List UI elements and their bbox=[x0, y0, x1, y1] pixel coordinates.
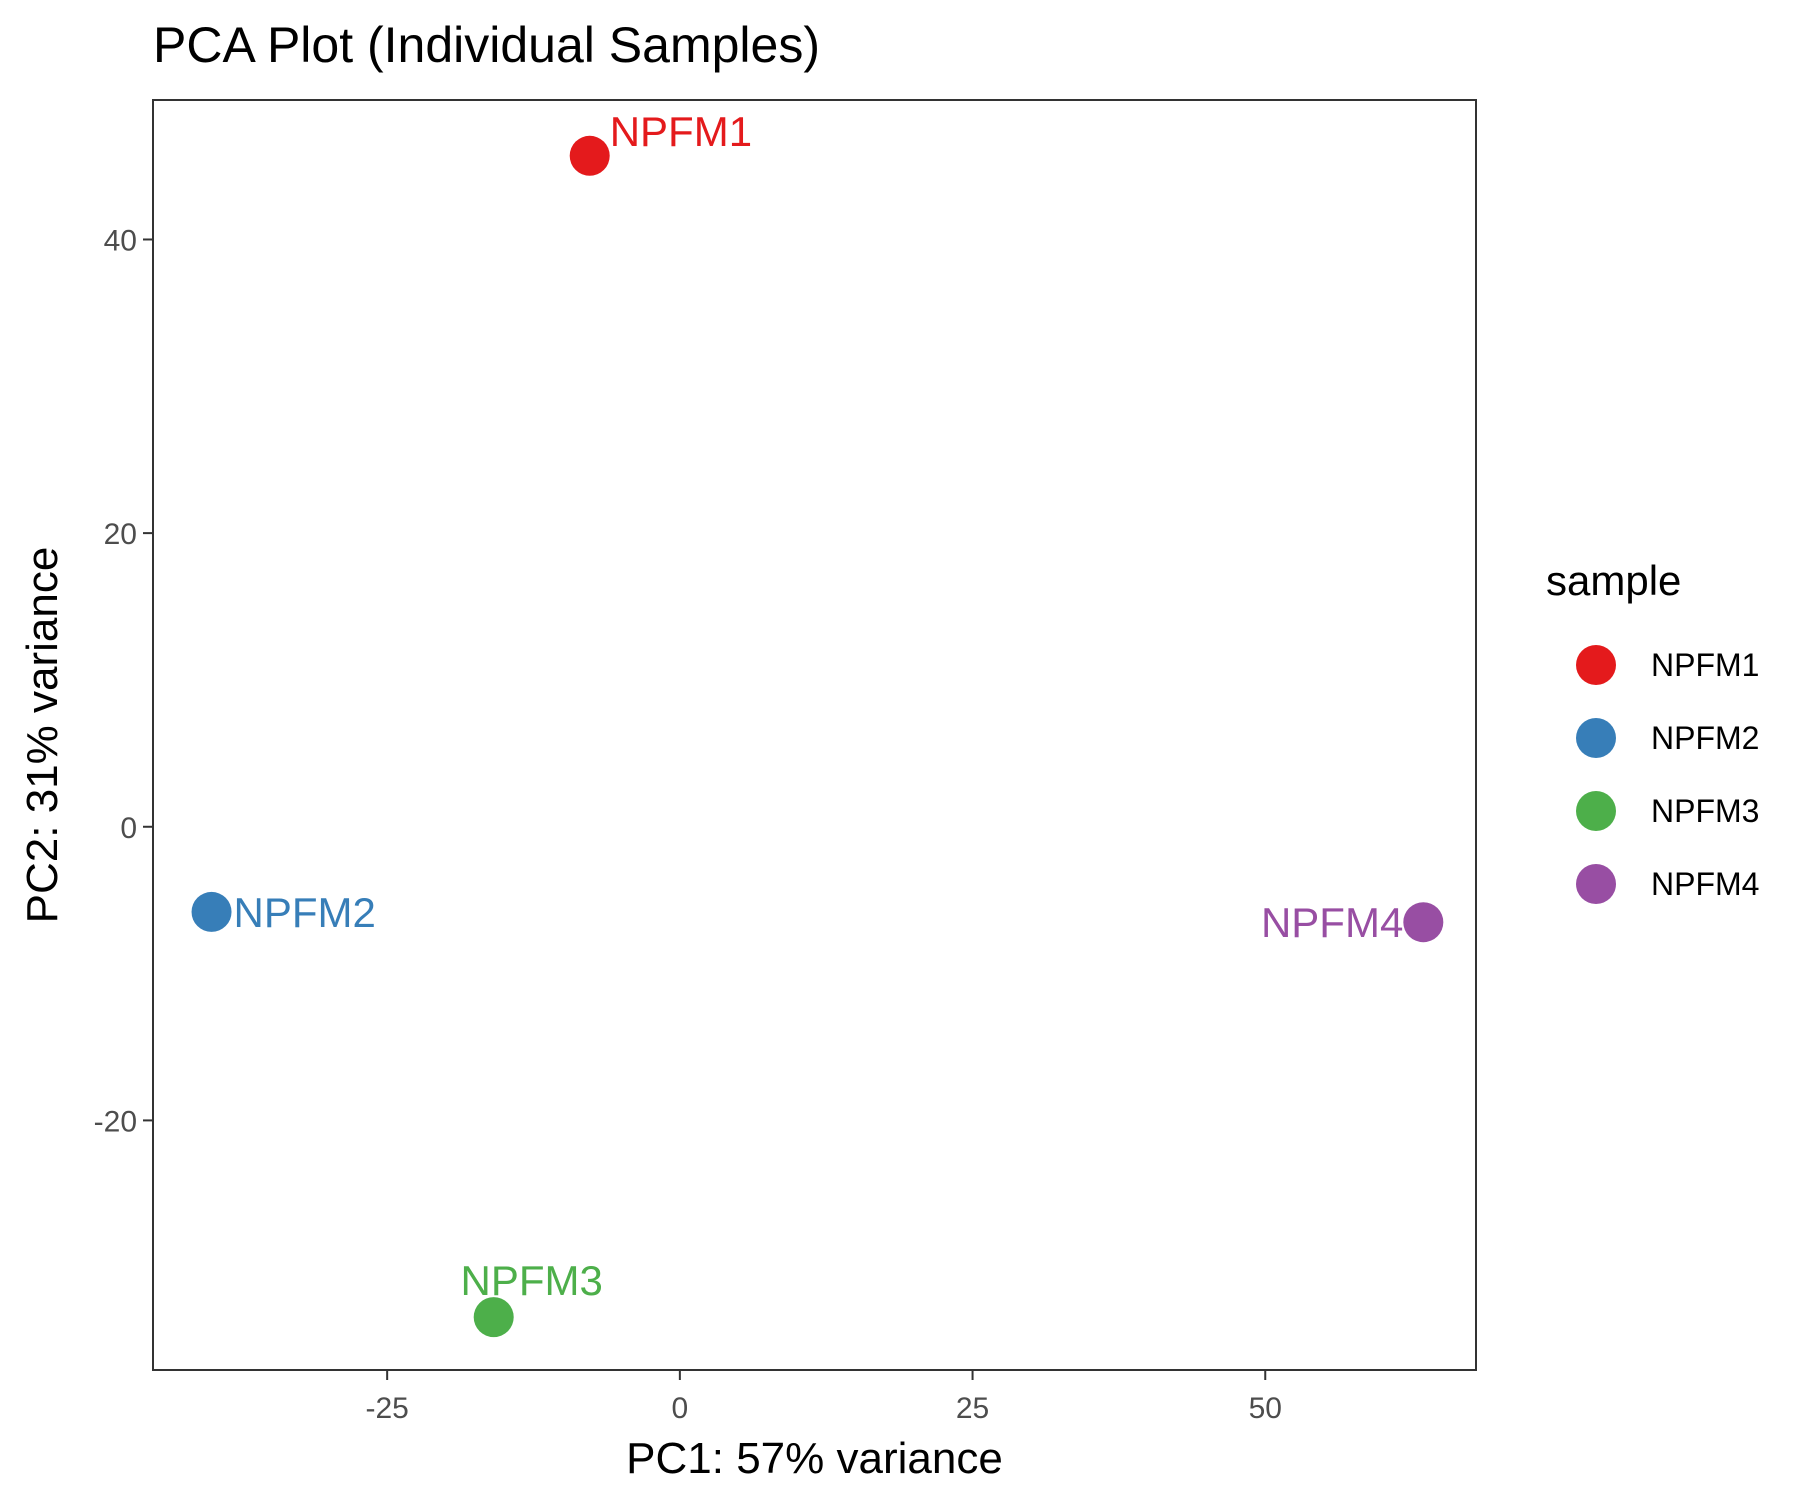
legend-label-npfm1: NPFM1 bbox=[1651, 647, 1759, 683]
legend-label-npfm2: NPFM2 bbox=[1651, 720, 1759, 756]
data-point-npfm1 bbox=[569, 135, 610, 176]
y-tick-label: 0 bbox=[120, 812, 137, 845]
legend: sample NPFM1 NPFM2 NPFM3 NPFM4 bbox=[1546, 557, 1759, 904]
legend-key-npfm4 bbox=[1576, 864, 1616, 904]
point-label-npfm1: NPFM1 bbox=[610, 108, 752, 155]
x-tick-label: 0 bbox=[672, 1392, 689, 1425]
legend-key-npfm2 bbox=[1576, 718, 1616, 758]
y-tick-label: 40 bbox=[104, 224, 137, 257]
data-points bbox=[191, 135, 1444, 1338]
point-label-npfm3: NPFM3 bbox=[461, 1257, 603, 1304]
data-point-npfm3 bbox=[473, 1297, 514, 1338]
point-label-npfm2: NPFM2 bbox=[234, 889, 376, 936]
data-point-npfm2 bbox=[191, 891, 232, 932]
plot-panel bbox=[152, 99, 1477, 1371]
y-axis: -20 0 20 40 bbox=[94, 224, 153, 1138]
legend-key-npfm3 bbox=[1576, 791, 1616, 831]
point-label-npfm4: NPFM4 bbox=[1261, 899, 1403, 946]
data-point-labels: NPFM1 NPFM2 NPFM3 NPFM4 bbox=[234, 108, 1404, 1304]
legend-title: sample bbox=[1546, 557, 1681, 604]
x-tick-label: 50 bbox=[1249, 1392, 1282, 1425]
x-axis: -25 0 25 50 bbox=[365, 1370, 1282, 1425]
y-axis-title: PC2: 31% variance bbox=[18, 547, 67, 924]
x-tick-label: -25 bbox=[365, 1392, 408, 1425]
y-tick-label: 20 bbox=[104, 518, 137, 551]
legend-label-npfm3: NPFM3 bbox=[1651, 793, 1759, 829]
data-point-npfm4 bbox=[1403, 902, 1444, 943]
chart-title: PCA Plot (Individual Samples) bbox=[153, 17, 820, 73]
legend-label-npfm4: NPFM4 bbox=[1651, 866, 1759, 902]
x-tick-label: 25 bbox=[956, 1392, 989, 1425]
legend-key-npfm1 bbox=[1576, 645, 1616, 685]
y-tick-label: -20 bbox=[94, 1105, 137, 1138]
x-axis-title: PC1: 57% variance bbox=[626, 1434, 1003, 1483]
